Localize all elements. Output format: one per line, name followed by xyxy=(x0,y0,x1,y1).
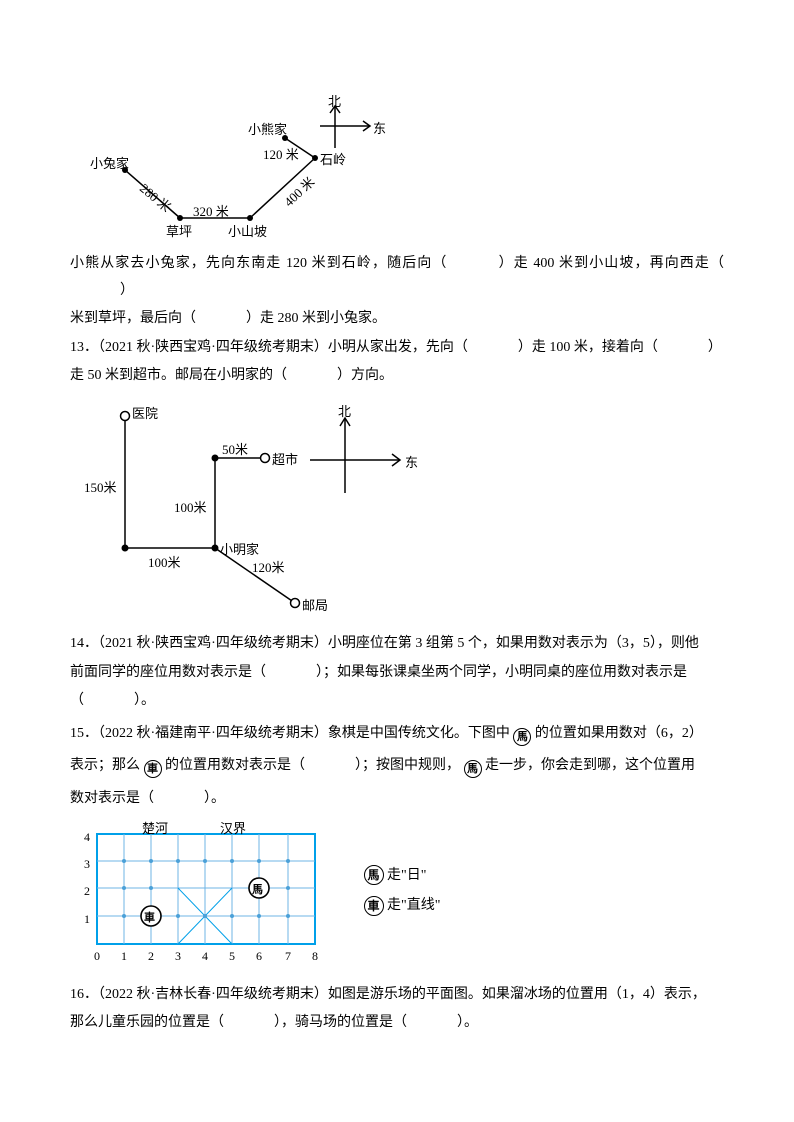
xtick-7: 7 xyxy=(285,945,291,968)
q15-line1a: 15．（2022 秋·福建南平·四年级统考期末）象棋是中国传统文化。下图中 xyxy=(70,726,510,741)
river-right: 汉界 xyxy=(220,817,246,842)
legend-ma-text: 走"日" xyxy=(387,868,426,883)
q15-line2a: 表示；那么 xyxy=(70,758,140,773)
diagram-q15-wrap: 0 1 2 3 4 5 6 7 8 1 2 3 4 楚河 汉界 車 馬 馬 走"… xyxy=(70,823,724,968)
piece-ma-board: 馬 xyxy=(252,880,263,901)
q13-mid2: ） xyxy=(708,340,722,355)
node-hill: 小山坡 xyxy=(228,220,267,245)
ytick-2: 2 xyxy=(84,880,90,903)
node-ridge: 石岭 xyxy=(320,148,346,173)
q12-line2: 米到草坪，最后向（ ）走 280 米到小兔家。 xyxy=(70,306,724,333)
diagram-q12: 北 东 小熊家 石岭 小山坡 草坪 小兔家 120 米 400 米 320 米 … xyxy=(70,98,410,243)
xtick-3: 3 xyxy=(175,945,181,968)
edge13-150: 150米 xyxy=(84,476,117,501)
compass13-north: 北 xyxy=(338,400,351,425)
xtick-2: 2 xyxy=(148,945,154,968)
compass-north: 北 xyxy=(328,90,341,115)
q12-text-e: ）走 280 米到小兔家。 xyxy=(246,311,386,326)
diagram-q15: 0 1 2 3 4 5 6 7 8 1 2 3 4 楚河 汉界 車 馬 xyxy=(70,823,340,968)
q16-line2: 那么儿童乐园的位置是（ ），骑马场的位置是（ ）。 xyxy=(70,1010,724,1037)
q14-line2b: ）；如果每张课桌坐两个同学，小明同桌的座位用数对表示是 xyxy=(316,665,687,680)
q14-line1: 14．（2021 秋·陕西宝鸡·四年级统考期末）小明座位在第 3 组第 5 个，… xyxy=(70,631,724,658)
q14-line2a: 前面同学的座位用数对表示是（ xyxy=(70,665,266,680)
legend-ma-icon: 馬 xyxy=(364,865,384,885)
q14-line3b: ）。 xyxy=(134,693,155,708)
legend-ma: 馬 走"日" xyxy=(364,863,441,890)
legend-ju-text: 走"直线" xyxy=(387,898,440,913)
chess-legend: 馬 走"日" 車 走"直线" xyxy=(364,863,441,920)
q16-line2c: ）。 xyxy=(457,1015,478,1030)
q15-line1b: 的位置如果用数对（6，2） xyxy=(535,726,703,741)
xtick-1: 1 xyxy=(121,945,127,968)
compass-east: 东 xyxy=(373,117,386,142)
q15-line3a: 数对表示是（ xyxy=(70,791,154,806)
q15-line2d: 走一步，你会走到哪，这个位置用 xyxy=(485,758,695,773)
edge13-100b: 100米 xyxy=(174,496,207,521)
legend-ju: 車 走"直线" xyxy=(364,893,441,920)
q14-line2: 前面同学的座位用数对表示是（ ）；如果每张课桌坐两个同学，小明同桌的座位用数对表示… xyxy=(70,660,724,687)
ytick-4: 4 xyxy=(84,826,90,849)
edge-320: 320 米 xyxy=(193,200,229,225)
q12-text-a: 小熊从家去小兔家，先向东南走 120 米到石岭，随后向（ xyxy=(70,256,448,271)
q15-line2b: 的位置用数对表示是（ xyxy=(165,758,305,773)
xtick-5: 5 xyxy=(229,945,235,968)
q12-text-c: ） xyxy=(120,283,134,298)
node-market: 超市 xyxy=(272,448,298,473)
edge13-50: 50米 xyxy=(222,438,248,463)
diagram-q13: 北 东 医院 超市 小明家 邮局 150米 100米 100米 50米 120米 xyxy=(70,398,430,623)
xtick-8: 8 xyxy=(312,945,318,968)
q13-line1: 13．（2021 秋·陕西宝鸡·四年级统考期末）小明从家出发，先向（ ）走 100… xyxy=(70,335,724,362)
q13-line2a: 走 50 米到超市。邮局在小明家的（ xyxy=(70,368,287,383)
q14-line3: （ ）。 xyxy=(70,688,724,715)
piece-ma-icon: 馬 xyxy=(513,728,531,746)
edge-120: 120 米 xyxy=(263,143,299,168)
node-post: 邮局 xyxy=(302,594,328,619)
compass13-east: 东 xyxy=(405,451,418,476)
q13-prefix: 13．（2021 秋·陕西宝鸡·四年级统考期末）小明从家出发，先向（ xyxy=(70,340,468,355)
q14-line3a: （ xyxy=(70,693,84,708)
q16-line2a: 那么儿童乐园的位置是（ xyxy=(70,1015,224,1030)
xtick-4: 4 xyxy=(202,945,208,968)
node-rabbit: 小兔家 xyxy=(90,152,129,177)
piece-ju-board: 車 xyxy=(144,908,155,929)
q15-line3: 数对表示是（ ）。 xyxy=(70,786,724,813)
legend-ju-icon: 車 xyxy=(364,896,384,916)
q12-text-d: 米到草坪，最后向（ xyxy=(70,311,196,326)
q15-line1: 15．（2022 秋·福建南平·四年级统考期末）象棋是中国传统文化。下图中 馬 … xyxy=(70,721,724,748)
river-left: 楚河 xyxy=(142,817,168,842)
node-hospital: 医院 xyxy=(132,402,158,427)
edge13-120: 120米 xyxy=(252,556,285,581)
q13-line2b: ）方向。 xyxy=(337,368,393,383)
xtick-0: 0 xyxy=(94,945,100,968)
q15-line2c: ）；按图中规则， xyxy=(355,758,460,773)
q12-text-b: ）走 400 米到小山坡，再向西走（ xyxy=(498,256,725,271)
node-bear: 小熊家 xyxy=(248,118,287,143)
q15-line2: 表示；那么 車 的位置用数对表示是（ ）；按图中规则， 馬 走一步，你会走到哪，这… xyxy=(70,753,724,780)
edge13-100a: 100米 xyxy=(148,551,181,576)
q13-mid1: ）走 100 米，接着向（ xyxy=(518,340,658,355)
node-lawn: 草坪 xyxy=(166,220,192,245)
q16-line1: 16．（2022 秋·吉林长春·四年级统考期末）如图是游乐场的平面图。如果溜冰场… xyxy=(70,982,724,1009)
ytick-1: 1 xyxy=(84,908,90,931)
q15-line3b: ）。 xyxy=(204,791,225,806)
q16-line2b: ），骑马场的位置是（ xyxy=(274,1015,407,1030)
q12-line1: 小熊从家去小兔家，先向东南走 120 米到石岭，随后向（ ）走 400 米到小山坡… xyxy=(70,251,724,304)
ytick-3: 3 xyxy=(84,853,90,876)
piece-ma-icon-2: 馬 xyxy=(464,760,482,778)
piece-ju-icon: 車 xyxy=(144,760,162,778)
xtick-6: 6 xyxy=(256,945,262,968)
q13-line2: 走 50 米到超市。邮局在小明家的（ ）方向。 xyxy=(70,363,724,390)
